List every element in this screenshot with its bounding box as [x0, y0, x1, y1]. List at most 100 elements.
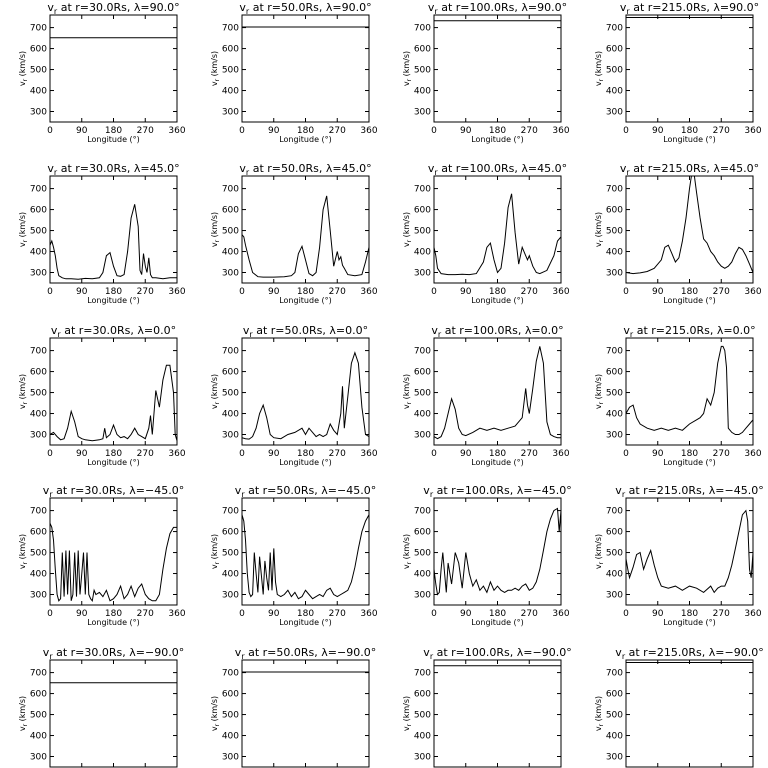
x-tick-label: 360 — [552, 609, 569, 619]
y-label-units: (km/s) — [18, 534, 27, 562]
y-tick-label: 400 — [30, 248, 47, 258]
y-label-units: (km/s) — [594, 534, 603, 562]
y-tick-label: 700 — [414, 347, 431, 357]
y-label-subscript: r — [598, 78, 605, 81]
x-tick-label: 270 — [137, 126, 154, 136]
title-subscript: r — [622, 652, 626, 661]
title-text: at r=215.0Rs, λ=45.0° — [630, 162, 759, 175]
x-axis-label: Longitude (°) — [87, 618, 140, 627]
x-tick-label: 90 — [652, 126, 664, 136]
y-tick-label: 300 — [606, 591, 623, 601]
panel-title: vr at r=30.0Rs, λ=−90.0° — [43, 646, 184, 661]
y-label-symbol: v — [210, 564, 219, 569]
title-symbol: v — [47, 162, 54, 175]
y-tick-label: 500 — [30, 711, 47, 721]
y-tick-label: 700 — [30, 185, 47, 195]
title-subscript: r — [430, 490, 434, 499]
plot-frame — [625, 14, 754, 123]
series-line — [50, 364, 177, 442]
y-label-symbol: v — [594, 564, 603, 569]
y-label-subscript: r — [406, 401, 413, 404]
x-tick-label: 360 — [552, 126, 569, 136]
panel-title: vr at r=50.0Rs, λ=−90.0° — [235, 646, 376, 661]
panel-14: vr at r=100.0Rs, λ=−45.0°0 90 180 270 360300… — [402, 484, 572, 627]
series-line — [50, 523, 177, 602]
y-tick-label: 600 — [222, 368, 239, 378]
x-tick-label: 270 — [521, 449, 538, 459]
plot-frame — [241, 175, 370, 284]
y-label-subscript: r — [598, 561, 605, 564]
x-axis-label: Longitude (°) — [471, 458, 524, 467]
y-tick-label: 400 — [222, 410, 239, 420]
y-label-symbol: v — [18, 726, 27, 731]
title-text: at r=100.0Rs, λ=−90.0° — [433, 646, 572, 659]
y-label-symbol: v — [402, 404, 411, 409]
x-tick-label: 270 — [329, 126, 346, 136]
x-tick-label: 0 — [623, 126, 629, 136]
title-subscript: r — [434, 7, 438, 16]
y-label-units: (km/s) — [18, 696, 27, 724]
y-label-subscript: r — [22, 561, 29, 564]
y-tick-label: 400 — [414, 248, 431, 258]
panel-title: vr at r=215.0Rs, λ=90.0° — [620, 1, 759, 16]
title-text: at r=30.0Rs, λ=0.0° — [61, 324, 176, 337]
x-tick-label: 360 — [360, 287, 377, 297]
title-symbol: v — [43, 646, 50, 659]
y-tick-label: 700 — [414, 507, 431, 517]
panel-title: vr at r=50.0Rs, λ=45.0° — [239, 162, 371, 177]
x-axis-label: Longitude (°) — [663, 135, 716, 144]
title-subscript: r — [626, 168, 630, 177]
plot-frame — [241, 497, 370, 606]
y-label-subscript: r — [22, 78, 29, 81]
panel-12: vr at r=30.0Rs, λ=−45.0°0 90 180 270 3603004… — [18, 484, 186, 627]
x-tick-label: 180 — [297, 609, 314, 619]
y-label-symbol: v — [210, 726, 219, 731]
panel-title: vr at r=30.0Rs, λ=90.0° — [47, 1, 179, 16]
x-tick-label: 0 — [431, 126, 437, 136]
x-tick-label: 0 — [47, 609, 53, 619]
y-axis-label: vr (km/s) — [594, 696, 605, 731]
title-symbol: v — [615, 646, 622, 659]
title-text: at r=215.0Rs, λ=90.0° — [630, 1, 759, 14]
x-axis-label: Longitude (°) — [279, 618, 332, 627]
y-tick-label: 700 — [606, 185, 623, 195]
y-label-subscript: r — [406, 78, 413, 81]
x-axis-label: Longitude (°) — [471, 618, 524, 627]
x-tick-label: 0 — [623, 449, 629, 459]
y-tick-label: 300 — [30, 591, 47, 601]
plot-frame — [433, 497, 562, 606]
y-tick-label: 600 — [606, 368, 623, 378]
x-axis-label: Longitude (°) — [663, 296, 716, 305]
series-line — [626, 345, 753, 435]
y-axis-label: vr (km/s) — [594, 51, 605, 86]
x-tick-label: 90 — [76, 287, 88, 297]
panel-title: vr at r=215.0Rs, λ=−90.0° — [615, 646, 763, 661]
y-tick-label: 400 — [606, 87, 623, 97]
x-tick-label: 270 — [329, 609, 346, 619]
panel-0: vr at r=30.0Rs, λ=90.0°0 90 180 270 36030040… — [18, 1, 186, 144]
x-tick-label: 360 — [744, 126, 761, 136]
panel-title: vr at r=215.0Rs, λ=0.0° — [623, 324, 755, 339]
x-tick-label: 360 — [744, 609, 761, 619]
y-axis-label: vr (km/s) — [402, 696, 413, 731]
y-tick-label: 300 — [414, 431, 431, 441]
title-subscript: r — [241, 652, 245, 661]
title-text: at r=215.0Rs, λ=0.0° — [633, 324, 755, 337]
y-tick-label: 300 — [606, 269, 623, 279]
y-tick-label: 400 — [414, 87, 431, 97]
plot-frame — [49, 337, 178, 446]
panel-5: vr at r=50.0Rs, λ=45.0°0 90 180 270 36030040… — [210, 162, 378, 305]
series-line — [434, 193, 561, 276]
y-tick-label: 600 — [222, 45, 239, 55]
panel-18: vr at r=100.0Rs, λ=−90.0°090180270360300… — [402, 646, 572, 768]
y-tick-label: 500 — [606, 389, 623, 399]
y-axis-label: vr (km/s) — [402, 51, 413, 86]
panel-15: vr at r=215.0Rs, λ=−45.0°0 90 180 270 360300… — [594, 484, 764, 627]
y-tick-label: 700 — [222, 347, 239, 357]
title-text: at r=50.0Rs, λ=90.0° — [249, 1, 371, 14]
panel-11: vr at r=215.0Rs, λ=0.0°0 90 180 270 36030040… — [594, 324, 762, 467]
title-text: at r=50.0Rs, λ=−90.0° — [245, 646, 377, 659]
y-axis-label: vr (km/s) — [402, 534, 413, 569]
y-label-symbol: v — [594, 81, 603, 86]
title-subscript: r — [54, 7, 58, 16]
